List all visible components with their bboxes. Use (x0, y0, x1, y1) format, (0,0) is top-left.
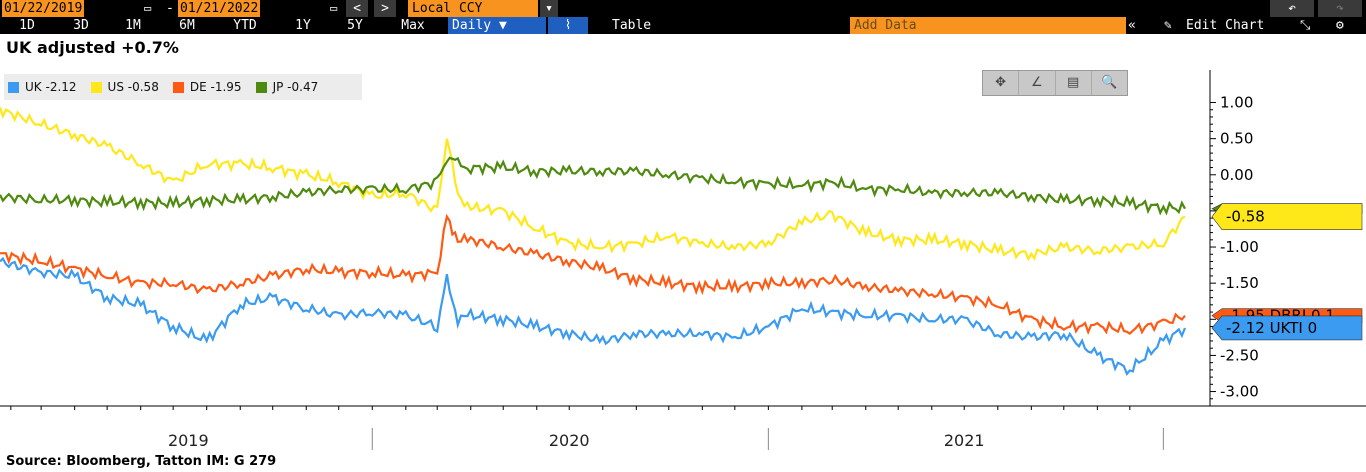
resize-icon[interactable]: ⤡ (1300, 18, 1311, 33)
legend-value: -0.58 (127, 80, 159, 94)
series-line-us (0, 107, 1186, 262)
y-tick-label: -1.00 (1220, 238, 1259, 256)
y-tick-label: 1.00 (1220, 94, 1253, 112)
legend-swatch (90, 81, 102, 93)
y-tick-label: -3.00 (1220, 383, 1259, 401)
legend-item-jp[interactable]: JP -0.47 (255, 80, 319, 94)
start-date-field[interactable]: 01/22/2019 (2, 0, 85, 17)
toolbar-top: 01/22/2019 ▭ - 01/21/2022 ▭ < > Local CC… (0, 0, 1366, 17)
legend-value: -1.95 (210, 80, 242, 94)
edit-chart-button[interactable]: Edit Chart (1186, 18, 1265, 33)
y-tick-label: 0.50 (1220, 130, 1253, 148)
draw-line-icon[interactable]: ∠ (1019, 71, 1056, 95)
series-line-de (0, 213, 1186, 336)
calendar-icon[interactable]: ▭ (144, 1, 152, 15)
legend-label: UK (25, 80, 42, 94)
currency-select[interactable]: Local CCY (408, 0, 538, 17)
period-max[interactable]: Max (401, 18, 425, 33)
next-button[interactable]: > (374, 0, 396, 17)
chart-tools: ✥ ∠ ▤ 🔍 (982, 70, 1128, 96)
chevron-down-icon[interactable]: ▾ (540, 0, 558, 17)
source-note: Source: Bloomberg, Tatton IM: G 279 (6, 454, 277, 469)
y-tick-label: -1.50 (1220, 274, 1259, 292)
table-button[interactable]: Table (612, 18, 652, 33)
frequency-label: Daily (452, 18, 492, 33)
period-1y[interactable]: 1Y (295, 18, 311, 33)
period-ytd[interactable]: YTD (233, 18, 257, 33)
calendar-icon[interactable]: ▭ (330, 1, 338, 15)
undo-icon[interactable]: ↶ (1270, 0, 1314, 17)
gear-icon[interactable]: ⚙ (1336, 18, 1344, 33)
legend-value: -0.47 (287, 80, 319, 94)
chart-legend: UK -2.12 US -0.58 DE -1.95 JP -0.47 (4, 74, 362, 100)
x-tick-label: 2020 (549, 431, 590, 450)
end-tag-uk (1211, 315, 1363, 341)
legend-swatch (8, 81, 19, 93)
legend-swatch (172, 81, 184, 93)
legend-item-de[interactable]: DE -1.95 (172, 80, 242, 94)
prev-button[interactable]: < (346, 0, 368, 17)
y-tick-label: 0.00 (1220, 166, 1253, 184)
period-1d[interactable]: 1D (19, 18, 35, 33)
legend-item-uk[interactable]: UK -2.12 (8, 80, 77, 94)
crosshair-icon[interactable]: ✥ (983, 71, 1020, 95)
x-tick-label: 2021 (944, 431, 985, 450)
chart-title: UK adjusted +0.7% (6, 38, 179, 57)
end-date-field[interactable]: 01/21/2022 (178, 0, 261, 17)
legend-swatch (255, 81, 267, 93)
y-tick-label: -2.50 (1220, 346, 1259, 364)
pencil-icon: ✎ (1164, 18, 1172, 33)
toolbar-periods: 1D 3D 1M 6M YTD 1Y 5Y Max Daily ▼ ⌇ Tabl… (0, 17, 1366, 34)
add-data-input[interactable]: Add Data (850, 17, 1126, 34)
date-separator: - (166, 1, 174, 16)
zoom-icon[interactable]: 🔍 (1101, 75, 1118, 90)
end-tag-label: -2.12 UKTI 0 (1226, 319, 1317, 337)
collapse-icon[interactable]: « (1128, 18, 1136, 33)
series-line-uk (0, 256, 1187, 377)
line-chart-icon[interactable]: ⌇ (548, 17, 588, 34)
legend-value: -2.12 (45, 80, 77, 94)
end-tag-label: -0.58 (1226, 208, 1265, 226)
annotation-icon[interactable]: ▤ (1056, 71, 1092, 95)
redo-icon[interactable]: ↷ (1318, 0, 1362, 17)
x-tick-label: 2019 (168, 431, 209, 450)
legend-label: JP (272, 80, 284, 94)
period-1m[interactable]: 1M (125, 18, 141, 33)
end-tag-us (1211, 203, 1363, 230)
period-3d[interactable]: 3D (73, 18, 89, 33)
legend-label: US (107, 80, 124, 94)
frequency-select[interactable]: Daily ▼ (448, 17, 546, 34)
legend-label: DE (189, 80, 207, 94)
period-6m[interactable]: 6M (179, 18, 195, 33)
legend-item-us[interactable]: US -0.58 (90, 80, 159, 94)
series-line-jp (0, 156, 1186, 216)
period-5y[interactable]: 5Y (347, 18, 363, 33)
